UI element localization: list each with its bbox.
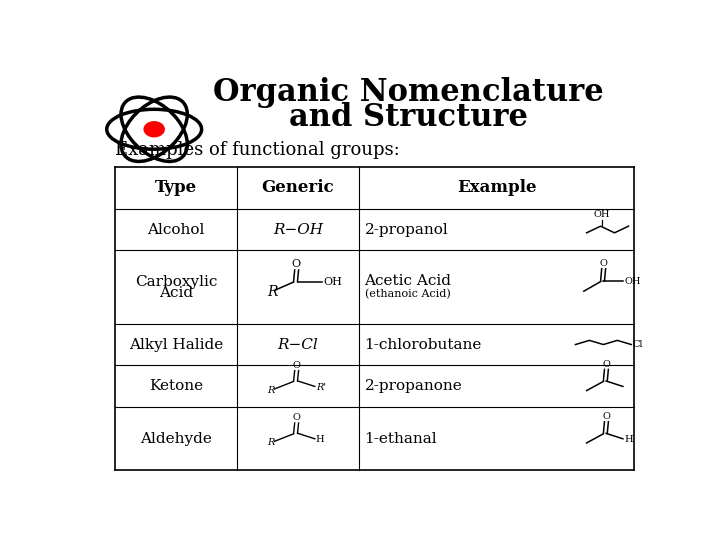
Text: R−OH: R−OH: [273, 222, 323, 237]
Text: Generic: Generic: [261, 179, 334, 196]
Text: Ketone: Ketone: [149, 380, 203, 394]
Text: O: O: [600, 259, 607, 268]
Text: Examples of functional groups:: Examples of functional groups:: [115, 141, 400, 159]
Text: Acetic Acid: Acetic Acid: [364, 274, 451, 288]
Text: Alcohol: Alcohol: [148, 222, 204, 237]
Text: R−Cl: R−Cl: [278, 338, 318, 352]
Text: Carboxylic: Carboxylic: [135, 275, 217, 289]
Text: (ethanoic Acid): (ethanoic Acid): [364, 288, 450, 299]
Text: H: H: [316, 435, 325, 444]
Text: R: R: [267, 285, 278, 299]
Text: 2-propanone: 2-propanone: [364, 380, 462, 394]
Text: Cl: Cl: [632, 340, 643, 349]
Text: 2-propanol: 2-propanol: [364, 222, 449, 237]
Text: Acid: Acid: [159, 286, 193, 300]
Text: Alkyl Halide: Alkyl Halide: [129, 338, 223, 352]
Circle shape: [144, 122, 164, 137]
Text: OH: OH: [624, 276, 641, 286]
Text: OH: OH: [593, 210, 610, 219]
Text: 1-chlorobutane: 1-chlorobutane: [364, 338, 482, 352]
Text: O: O: [292, 413, 300, 422]
Text: O: O: [602, 412, 610, 421]
Text: Example: Example: [456, 179, 536, 196]
Text: R': R': [316, 383, 326, 391]
Text: O: O: [602, 360, 610, 369]
Text: Type: Type: [155, 179, 197, 196]
Text: O: O: [292, 361, 300, 370]
Text: Organic Nomenclature: Organic Nomenclature: [212, 77, 603, 109]
Text: Aldehyde: Aldehyde: [140, 432, 212, 446]
Text: 1-ethanal: 1-ethanal: [364, 432, 437, 446]
Text: R: R: [267, 386, 275, 395]
Text: O: O: [292, 259, 301, 269]
Text: and Structure: and Structure: [289, 103, 528, 133]
Text: OH: OH: [323, 276, 342, 287]
Text: R: R: [267, 438, 275, 448]
Text: H: H: [624, 435, 633, 444]
